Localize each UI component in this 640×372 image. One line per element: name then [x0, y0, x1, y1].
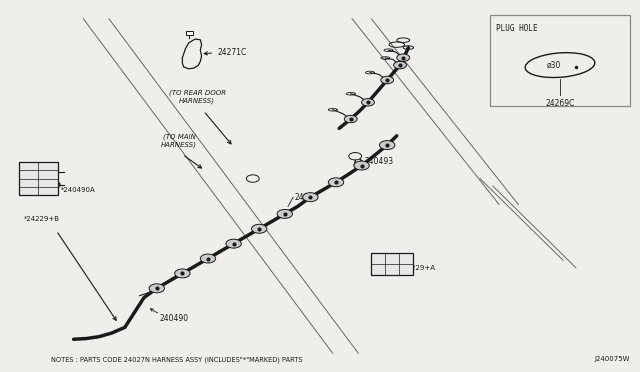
Bar	[186, 31, 193, 35]
Circle shape	[397, 54, 410, 61]
Circle shape	[328, 178, 344, 187]
Circle shape	[394, 61, 406, 69]
Text: *24229+B: *24229+B	[24, 217, 60, 222]
Text: 24014: 24014	[294, 193, 319, 202]
Text: 240493: 240493	[365, 157, 394, 166]
Text: *24229+A: *24229+A	[400, 265, 436, 271]
Circle shape	[380, 141, 395, 150]
Text: 240490: 240490	[160, 314, 189, 323]
Text: PLUG HOLE: PLUG HOLE	[496, 24, 538, 33]
Text: NOTES : PARTS CODE 24027N HARNESS ASSY (INCLUDES"*"MARKED) PARTS: NOTES : PARTS CODE 24027N HARNESS ASSY (…	[51, 356, 303, 363]
Circle shape	[200, 254, 216, 263]
Text: 24269C: 24269C	[545, 99, 575, 108]
Circle shape	[226, 239, 241, 248]
Text: (TO REAR DOOR
HARNESS): (TO REAR DOOR HARNESS)	[168, 89, 226, 104]
Circle shape	[354, 161, 369, 170]
Bar	[371, 253, 413, 275]
Circle shape	[362, 99, 374, 106]
Circle shape	[303, 193, 318, 202]
Text: *240490A: *240490A	[61, 187, 95, 193]
Circle shape	[381, 76, 394, 84]
Text: J240075W: J240075W	[595, 356, 630, 362]
Bar	[19, 162, 58, 195]
Circle shape	[252, 224, 267, 233]
Circle shape	[149, 284, 164, 293]
Text: ø30: ø30	[547, 61, 561, 70]
Circle shape	[175, 269, 190, 278]
Circle shape	[344, 115, 357, 123]
Ellipse shape	[525, 53, 595, 77]
Text: 24271C: 24271C	[218, 48, 247, 57]
Bar	[490, 15, 630, 106]
Text: (TO MAIN
HARNESS): (TO MAIN HARNESS)	[161, 134, 197, 148]
Circle shape	[277, 209, 292, 218]
